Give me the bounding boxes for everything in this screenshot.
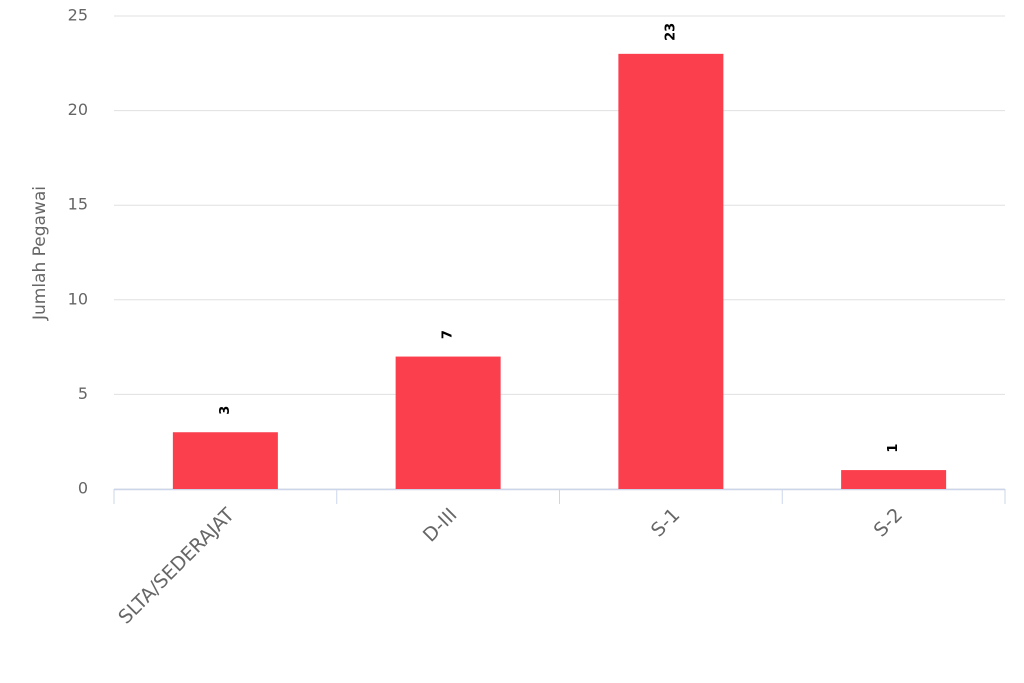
x-tick-label: S-1 — [647, 504, 684, 541]
bar — [395, 356, 501, 489]
data-label: 23 — [663, 23, 678, 41]
y-tick-label: 15 — [68, 195, 88, 214]
x-tick-label: S-2 — [870, 504, 907, 541]
y-tick-label: 0 — [78, 479, 88, 498]
x-tick-label: SLTA/SEDERAJAT — [114, 504, 239, 629]
data-label: 7 — [441, 330, 456, 339]
x-tick-label: D-III — [419, 504, 462, 547]
y-tick-label: 5 — [78, 384, 88, 403]
data-label: 1 — [886, 444, 901, 453]
bar — [841, 470, 947, 489]
y-axis-label: Jumlah Pegawai — [30, 186, 50, 321]
bar — [172, 432, 278, 489]
y-tick-label: 20 — [68, 100, 88, 119]
y-tick-label: 10 — [68, 289, 88, 308]
y-tick-label: 25 — [68, 6, 88, 25]
bar — [618, 53, 724, 490]
data-label: 3 — [218, 406, 233, 415]
